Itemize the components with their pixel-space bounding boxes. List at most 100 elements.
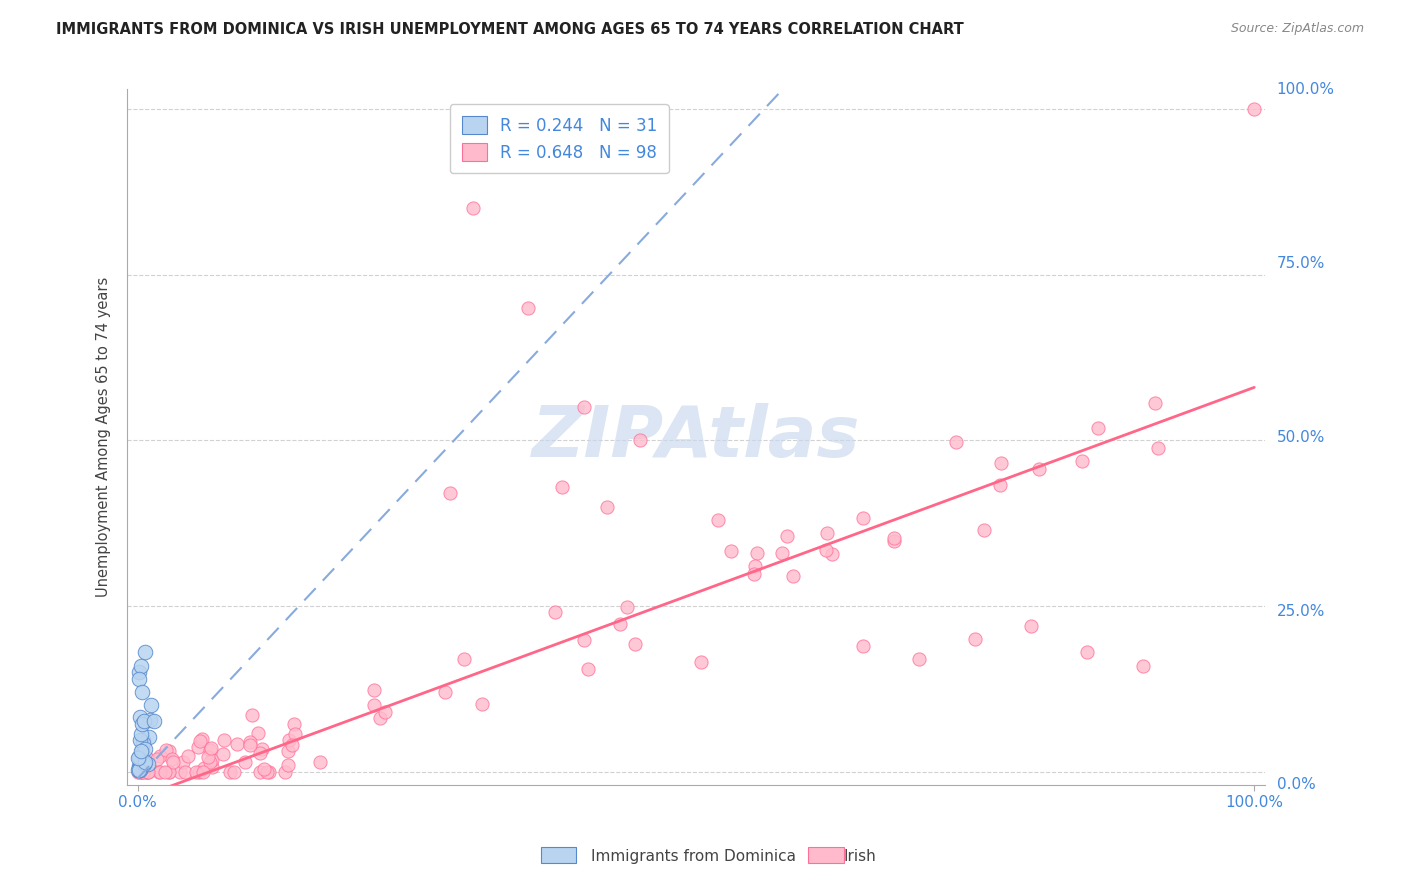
Point xyxy=(1146,441,1168,455)
Text: 75.0%: 75.0% xyxy=(1277,256,1326,270)
Point xyxy=(814,543,837,558)
Point xyxy=(131,716,153,731)
Point xyxy=(776,528,799,542)
Point xyxy=(1028,462,1050,476)
Point xyxy=(131,764,153,779)
Point xyxy=(129,743,152,757)
Point xyxy=(193,764,215,779)
Point xyxy=(134,741,156,756)
Point xyxy=(129,658,152,673)
Point xyxy=(148,764,170,779)
Point xyxy=(132,733,155,747)
Point xyxy=(1019,619,1042,633)
Point xyxy=(628,434,651,448)
Point xyxy=(742,566,765,581)
Point xyxy=(160,752,183,766)
Point xyxy=(308,755,330,769)
Point xyxy=(128,733,150,747)
Point xyxy=(187,764,209,779)
Point xyxy=(247,726,270,740)
Point xyxy=(1243,102,1265,116)
Point xyxy=(212,732,235,747)
Point xyxy=(250,741,273,756)
Point xyxy=(284,726,307,740)
Point xyxy=(363,698,385,713)
Point xyxy=(249,764,271,779)
Point xyxy=(136,764,159,779)
Point xyxy=(277,744,299,758)
Point xyxy=(135,764,157,779)
Legend: R = 0.244   N = 31, R = 0.648   N = 98: R = 0.244 N = 31, R = 0.648 N = 98 xyxy=(450,104,669,173)
Point xyxy=(127,751,149,765)
Point xyxy=(690,656,713,670)
Point xyxy=(219,764,242,779)
Point xyxy=(945,435,967,450)
Point xyxy=(574,401,596,415)
Point xyxy=(129,764,152,779)
Point xyxy=(595,500,617,514)
Text: Irish: Irish xyxy=(844,849,876,863)
Point xyxy=(551,480,574,494)
Point xyxy=(281,738,304,752)
Point xyxy=(439,486,461,500)
Point xyxy=(283,717,305,731)
Point xyxy=(131,727,153,741)
Point xyxy=(129,763,152,777)
Point xyxy=(129,753,152,767)
Point xyxy=(240,708,263,723)
Point xyxy=(200,740,222,755)
Point xyxy=(576,662,599,676)
Point xyxy=(239,738,262,752)
Point xyxy=(190,731,212,746)
Point xyxy=(157,764,180,779)
Point xyxy=(128,761,150,775)
Point xyxy=(157,764,180,779)
Point xyxy=(169,764,191,779)
Point xyxy=(965,632,987,647)
Point xyxy=(153,764,176,779)
Text: 100.0%: 100.0% xyxy=(1277,82,1334,96)
Point xyxy=(128,665,150,680)
Point xyxy=(277,757,299,772)
Point xyxy=(136,757,159,772)
Point xyxy=(193,761,215,775)
Point xyxy=(574,632,596,647)
Point xyxy=(198,743,221,757)
Point xyxy=(517,301,540,315)
Point xyxy=(544,605,567,619)
Point xyxy=(973,523,995,537)
Point xyxy=(200,756,222,770)
Text: 0.0%: 0.0% xyxy=(1277,778,1316,792)
Point xyxy=(252,762,274,776)
Point xyxy=(368,711,391,725)
Point xyxy=(174,764,197,779)
Point xyxy=(132,736,155,750)
Point xyxy=(257,764,280,779)
Point xyxy=(363,682,385,697)
Point xyxy=(201,753,224,767)
Point xyxy=(852,639,875,653)
Point xyxy=(249,746,271,760)
Point xyxy=(128,763,150,777)
Point xyxy=(226,737,249,751)
Point xyxy=(278,733,301,747)
Point xyxy=(127,763,149,777)
Point xyxy=(782,569,804,583)
Point xyxy=(990,457,1012,471)
Point xyxy=(744,559,766,574)
Point xyxy=(821,547,844,561)
Point xyxy=(988,478,1011,492)
Point xyxy=(256,764,278,779)
Point xyxy=(770,546,793,560)
Point xyxy=(132,757,155,772)
Point xyxy=(135,764,157,779)
Text: Source: ZipAtlas.com: Source: ZipAtlas.com xyxy=(1230,22,1364,36)
Point xyxy=(908,652,931,666)
Point xyxy=(1087,421,1109,435)
Point xyxy=(233,755,256,769)
Text: Immigrants from Dominica: Immigrants from Dominica xyxy=(591,849,796,863)
Point xyxy=(128,758,150,772)
Point xyxy=(146,751,169,765)
Point xyxy=(1132,658,1154,673)
Point xyxy=(374,705,396,719)
